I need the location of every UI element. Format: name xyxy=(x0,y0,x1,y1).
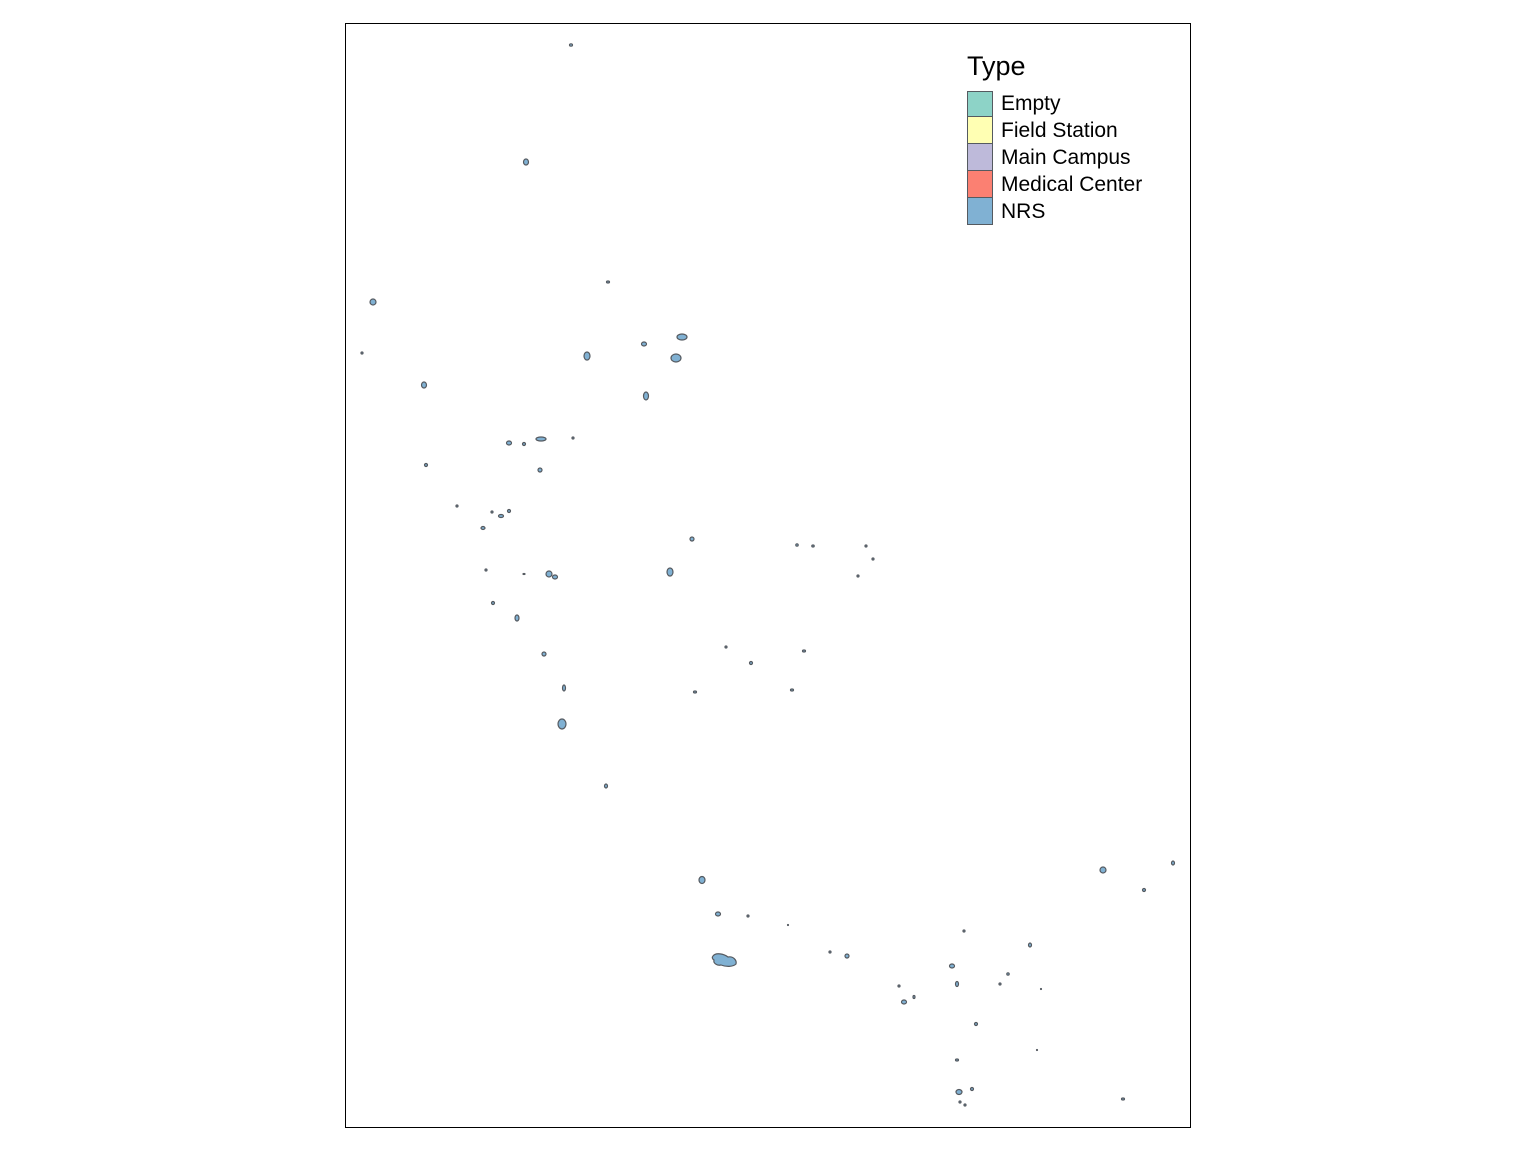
site-polygon xyxy=(955,1088,963,1096)
legend-item-main-campus: Main Campus xyxy=(967,144,1142,171)
site-polygon xyxy=(670,353,682,363)
site-polygon xyxy=(666,567,674,577)
site-polygon xyxy=(948,963,956,969)
site-polygon xyxy=(514,614,520,622)
site-polygon xyxy=(480,525,486,531)
legend-swatch xyxy=(967,144,993,171)
site-polygon xyxy=(557,718,567,730)
site-polygon xyxy=(535,436,547,442)
site-polygon xyxy=(1006,972,1010,976)
legend: Type Empty Field Station Main Campus Medica… xyxy=(967,50,1142,225)
legend-title: Type xyxy=(967,51,1026,81)
site-polygon xyxy=(871,557,875,561)
site-polygon xyxy=(545,570,553,578)
site-polygon-large xyxy=(711,953,737,967)
site-polygon xyxy=(605,280,611,284)
site-polygon xyxy=(1120,1097,1126,1101)
site-polygon xyxy=(689,536,695,542)
legend-item-empty: Empty xyxy=(967,90,1142,117)
site-polygon xyxy=(998,982,1002,986)
site-polygon xyxy=(551,574,559,580)
site-polygon xyxy=(506,508,512,514)
site-polygon xyxy=(423,462,429,468)
site-polygon xyxy=(897,984,901,988)
site-polygon xyxy=(912,994,916,1000)
legend-label: Medical Center xyxy=(1001,173,1143,196)
site-polygon xyxy=(505,440,513,446)
site-polygon xyxy=(640,341,648,347)
site-polygon xyxy=(692,690,698,694)
map-panel xyxy=(345,23,1191,1128)
site-polygon xyxy=(1170,860,1176,866)
site-polygon xyxy=(522,572,526,576)
site-polygon xyxy=(795,543,799,547)
site-polygon xyxy=(786,923,790,927)
site-polygon xyxy=(746,914,750,918)
site-polygon xyxy=(1141,887,1147,893)
site-polygon xyxy=(1039,987,1043,991)
site-polygon xyxy=(954,980,960,988)
site-polygon xyxy=(789,688,795,692)
site-polygon xyxy=(603,783,609,789)
site-polygon xyxy=(828,950,832,954)
site-polygon xyxy=(962,929,966,933)
site-polygon xyxy=(484,568,488,572)
site-polygon xyxy=(748,660,754,666)
legend-swatch xyxy=(967,90,993,117)
site-polygon xyxy=(864,544,868,548)
site-polygon xyxy=(360,351,364,355)
site-polygon xyxy=(969,1086,975,1092)
site-polygon xyxy=(642,391,650,401)
legend-item-nrs: NRS xyxy=(967,198,1142,225)
site-polygon xyxy=(369,298,377,306)
legend-swatch xyxy=(967,198,993,225)
site-polygon xyxy=(583,351,591,361)
legend-item-medical-center: Medical Center xyxy=(967,171,1142,198)
site-polygon xyxy=(698,875,706,885)
site-polygon xyxy=(571,436,575,440)
site-polygon xyxy=(973,1021,979,1027)
site-polygon xyxy=(801,649,807,653)
site-polygon xyxy=(714,911,722,917)
site-polygon xyxy=(1035,1048,1039,1052)
site-polygon xyxy=(1099,866,1107,874)
site-polygon xyxy=(963,1103,967,1107)
legend-label: Field Station xyxy=(1001,119,1118,142)
site-polygon xyxy=(455,504,459,508)
site-polygon xyxy=(490,510,494,514)
site-polygon xyxy=(954,1058,960,1062)
site-polygon xyxy=(856,574,860,578)
site-polygon xyxy=(541,651,547,657)
site-polygon xyxy=(811,544,815,548)
site-polygon xyxy=(497,513,505,519)
legend-label: Main Campus xyxy=(1001,146,1131,169)
legend-label: Empty xyxy=(1001,92,1061,115)
legend-swatch xyxy=(967,117,993,144)
legend-label: NRS xyxy=(1001,200,1046,223)
site-polygon xyxy=(1027,942,1033,948)
site-polygon xyxy=(958,1100,962,1104)
site-polygon xyxy=(568,43,574,47)
legend-item-field-station: Field Station xyxy=(967,117,1142,144)
site-polygon xyxy=(537,467,543,473)
site-polygon xyxy=(900,999,908,1005)
site-polygon xyxy=(724,645,728,649)
site-polygon xyxy=(844,953,850,959)
site-polygon xyxy=(561,684,567,692)
site-polygon xyxy=(676,333,688,341)
site-polygon xyxy=(522,158,530,166)
site-polygon xyxy=(490,600,496,606)
legend-swatch xyxy=(967,171,993,198)
site-polygon xyxy=(420,381,428,389)
site-polygon xyxy=(521,441,527,447)
